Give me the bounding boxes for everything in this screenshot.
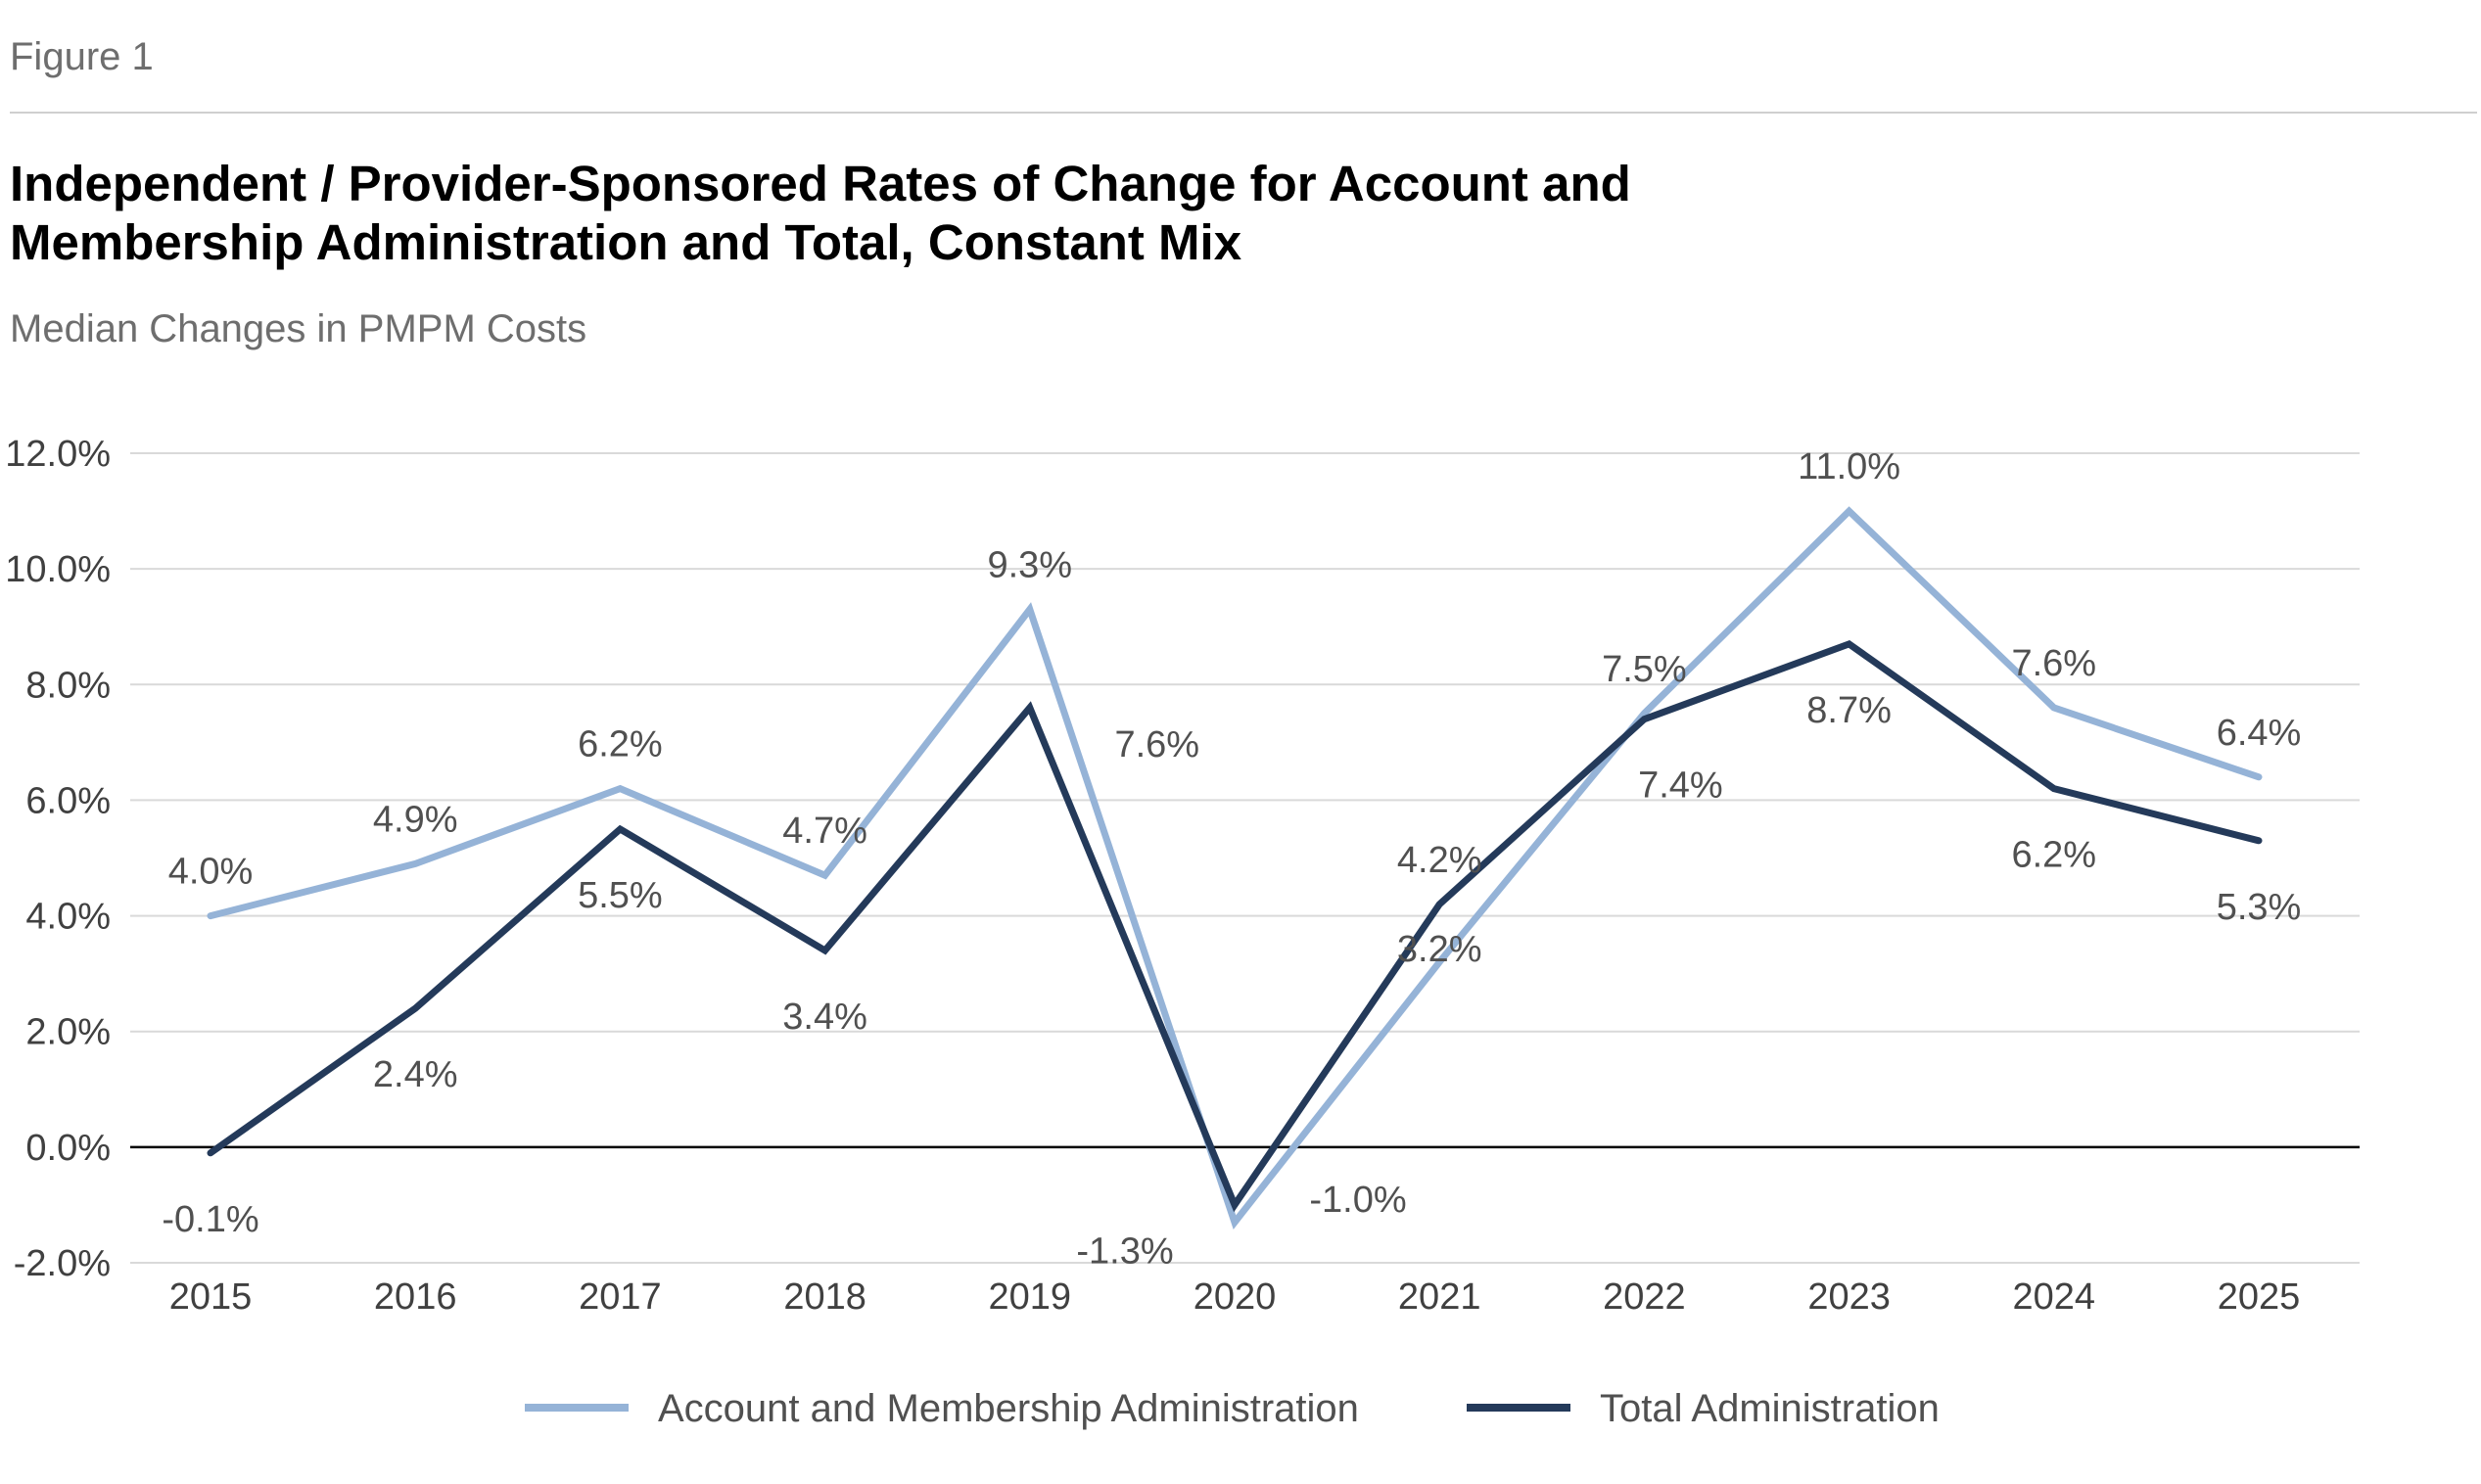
gridlines: [130, 452, 2360, 1264]
data-labels: 4.0% 4.9% 6.2% 4.7% 9.3% -1.3% 3.2% 7.5% 11.0% 7.…: [162, 446, 2301, 1273]
data-label: 7.5%: [1602, 649, 1687, 690]
y-tick-label: 0.0%: [25, 1128, 111, 1169]
data-label: 7.6%: [1114, 724, 1199, 765]
x-tick-label: 2018: [783, 1276, 866, 1318]
legend-item[interactable]: Total Administration: [1467, 1387, 1940, 1430]
x-tick-label: 2016: [374, 1276, 457, 1318]
y-tick-label: 4.0%: [25, 897, 111, 938]
data-label: -1.0%: [1309, 1180, 1406, 1221]
data-label: 11.0%: [1798, 446, 1900, 487]
x-tick-label: 2023: [1807, 1276, 1891, 1318]
y-axis-tick-labels: -2.0% 0.0% 2.0% 4.0% 6.0% 8.0% 10.0% 12.0%: [5, 434, 111, 1284]
data-label: 6.2%: [578, 724, 663, 765]
data-label: 3.4%: [782, 997, 867, 1038]
data-label: 2.4%: [373, 1054, 458, 1095]
chart-title: Independent / Provider-Sponsored Rates o…: [10, 156, 1631, 270]
legend-label: Total Administration: [1600, 1387, 1940, 1430]
data-label: 7.6%: [2011, 643, 2096, 684]
legend-label: Account and Membership Administration: [658, 1387, 1359, 1430]
x-tick-label: 2015: [169, 1276, 253, 1318]
x-tick-label: 2020: [1194, 1276, 1277, 1318]
data-label: 6.4%: [2217, 713, 2302, 754]
x-tick-label: 2019: [989, 1276, 1072, 1318]
data-label: -1.3%: [1076, 1231, 1173, 1273]
x-tick-label: 2017: [579, 1276, 662, 1318]
header-divider: [10, 112, 2477, 114]
series-lines: [207, 506, 2263, 1229]
x-tick-label: 2022: [1603, 1276, 1686, 1318]
data-label: 3.2%: [1397, 929, 1482, 970]
series-line-account-membership: [207, 506, 2263, 1229]
x-tick-label: 2024: [2013, 1276, 2096, 1318]
y-tick-label: 2.0%: [25, 1012, 111, 1053]
y-tick-label: 10.0%: [5, 549, 111, 590]
x-tick-label: 2025: [2218, 1276, 2301, 1318]
data-label: 8.7%: [1806, 690, 1892, 731]
series-line-total-administration: [207, 639, 2263, 1213]
chart-subtitle: Median Changes in PMPM Costs: [10, 307, 587, 350]
x-tick-label: 2021: [1398, 1276, 1481, 1318]
y-tick-label: 12.0%: [5, 434, 111, 475]
data-label: 6.2%: [2011, 835, 2096, 876]
data-label: 4.9%: [373, 799, 458, 840]
data-label: 5.3%: [2217, 887, 2302, 928]
data-label: 9.3%: [987, 544, 1072, 585]
x-axis-tick-labels: 2015 2016 2017 2018 2019 2020 2021 2022 2023 2024…: [169, 1276, 2301, 1318]
legend[interactable]: Account and Membership Administration Tot…: [525, 1387, 1940, 1430]
data-label: -0.1%: [162, 1199, 258, 1240]
data-label: 5.5%: [578, 875, 663, 916]
data-label: 4.2%: [1397, 840, 1482, 881]
data-label: 4.7%: [782, 811, 867, 852]
figure-label: Figure 1: [10, 35, 154, 78]
data-label: 7.4%: [1638, 765, 1723, 807]
legend-item[interactable]: Account and Membership Administration: [525, 1387, 1359, 1430]
y-tick-label: 8.0%: [25, 665, 111, 706]
y-tick-label: -2.0%: [14, 1243, 111, 1284]
data-label: 4.0%: [168, 852, 254, 893]
y-tick-label: 6.0%: [25, 780, 111, 821]
